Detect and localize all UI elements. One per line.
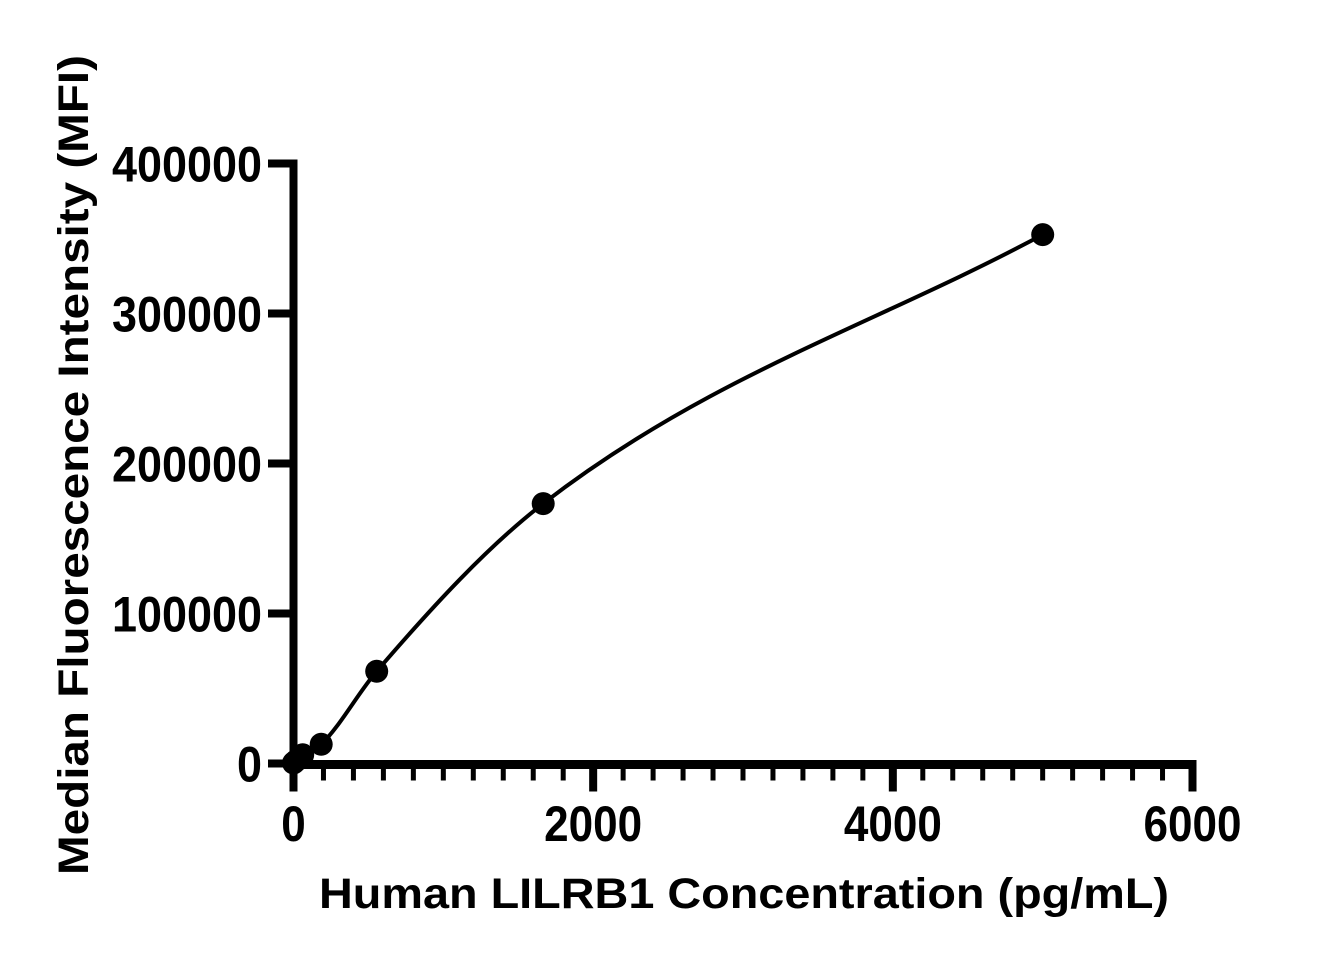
y-tick-label: 300000 [112, 287, 262, 343]
y-axis-title: Median Fluorescence Intensity (MFI) [50, 55, 98, 875]
x-tick-label: 2000 [544, 796, 642, 852]
x-axis-title: Human LILRB1 Concentration (pg/mL) [319, 870, 1169, 918]
x-axis-tick-labels: 0 2000 4000 6000 [281, 796, 1241, 852]
y-tick-label: 100000 [112, 587, 262, 643]
data-point [1031, 223, 1055, 247]
data-point [309, 732, 333, 756]
y-tick-label: 400000 [112, 137, 262, 193]
data-point [291, 743, 315, 767]
x-tick-label: 6000 [1144, 796, 1242, 852]
y-axis-ticks [268, 159, 294, 768]
y-tick-label: 0 [237, 737, 262, 793]
y-axis-tick-labels: 0 100000 200000 300000 400000 [112, 137, 262, 793]
data-point [365, 659, 389, 683]
x-tick-label: 0 [281, 796, 306, 852]
axes [289, 159, 1197, 791]
x-axis-ticks [289, 764, 1197, 792]
data-points [282, 223, 1055, 775]
data-point [531, 492, 555, 516]
x-tick-label: 4000 [844, 796, 942, 852]
y-tick-label: 200000 [112, 437, 262, 493]
fitted-curve [292, 232, 1044, 765]
